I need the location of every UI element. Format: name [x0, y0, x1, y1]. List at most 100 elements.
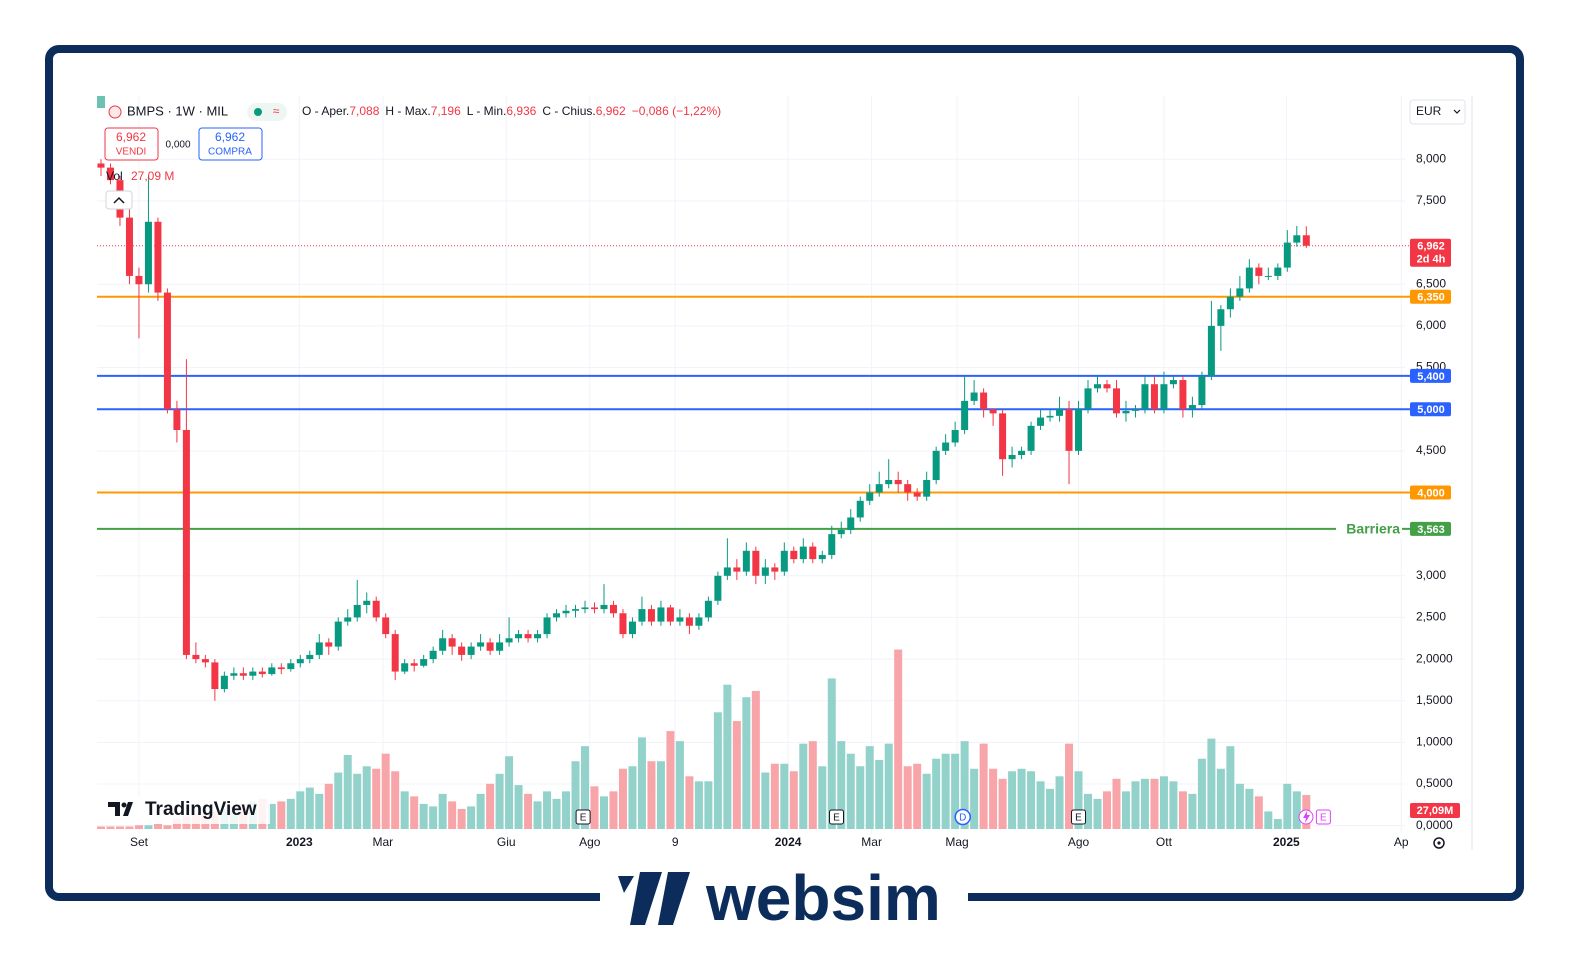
- volume-bar: [581, 746, 590, 829]
- candle-body: [1302, 235, 1310, 246]
- event-marker: [829, 809, 845, 825]
- volume-bar: [343, 754, 352, 829]
- symbol: BMPS · 1W · MIL: [127, 103, 228, 118]
- candle-body: [904, 484, 912, 493]
- candle-body: [619, 613, 627, 635]
- candle-body: [647, 609, 655, 622]
- status-icon: ≈: [273, 104, 280, 118]
- volume-bar: [998, 778, 1007, 829]
- x-tick-label: Mar: [861, 835, 882, 849]
- volume-bar: [932, 758, 941, 829]
- candle-body: [401, 663, 409, 672]
- x-tick-label: 9: [672, 835, 679, 849]
- legend-key: H - Max.: [385, 104, 430, 118]
- y-tick-label: 8,000: [1416, 151, 1446, 165]
- volume-bar: [381, 753, 390, 829]
- candle-body: [828, 534, 836, 555]
- candle-body: [562, 610, 570, 614]
- volume-bar: [884, 743, 893, 829]
- volume-bar: [704, 781, 713, 829]
- candle-body: [515, 634, 523, 639]
- candle-body: [780, 550, 788, 572]
- volume-bar: [694, 781, 703, 829]
- volume-bar: [571, 761, 580, 829]
- y-tick-label: 3,000: [1416, 568, 1446, 582]
- candle-body: [1094, 384, 1102, 389]
- currency-select[interactable]: [1409, 99, 1466, 125]
- candle-body: [220, 675, 228, 690]
- volume-bar: [353, 773, 362, 829]
- volume-bar: [951, 753, 960, 829]
- volume-bar: [1008, 771, 1017, 829]
- candle-body: [752, 550, 760, 576]
- x-tick-label: Ap: [1394, 835, 1409, 849]
- status-chip[interactable]: [247, 103, 287, 121]
- candle-body: [239, 673, 247, 676]
- volume-bar: [732, 721, 741, 829]
- collapse-button[interactable]: [105, 190, 133, 210]
- level-label: 5,400: [1417, 371, 1445, 383]
- volume-bar: [647, 761, 656, 829]
- candle-body: [258, 671, 266, 675]
- level-tag: [1410, 402, 1451, 417]
- candle-body: [1198, 375, 1206, 406]
- event-label: E: [580, 813, 587, 824]
- sell-button[interactable]: [104, 127, 159, 161]
- volume-bar: [1046, 788, 1055, 829]
- candle-body: [809, 546, 817, 560]
- volume-bar: [1235, 783, 1244, 829]
- footer-bg: [600, 870, 968, 940]
- candle-body: [1065, 409, 1073, 451]
- volume-bar: [903, 766, 912, 829]
- candle-body: [192, 654, 200, 660]
- candle-body: [818, 554, 826, 560]
- volume-bar: [894, 649, 903, 829]
- candle-body: [1037, 417, 1045, 426]
- candle-body: [496, 642, 504, 651]
- candle-body: [572, 609, 580, 611]
- candle-body: [458, 646, 466, 655]
- buy-button[interactable]: [198, 127, 263, 161]
- candle-body: [723, 567, 731, 576]
- event-marker: [954, 808, 971, 826]
- candle-body: [790, 550, 798, 560]
- volume-value: 27,09 M: [131, 169, 174, 183]
- candle-body: [372, 600, 380, 618]
- x-tick-label: Set: [130, 835, 149, 849]
- level-label: 4,000: [1417, 487, 1445, 499]
- candles: [97, 159, 1310, 701]
- candle-body: [410, 663, 418, 666]
- volume-bar: [789, 771, 798, 829]
- candle-body: [173, 409, 181, 431]
- volume-bar: [410, 796, 419, 829]
- candle-body: [742, 550, 750, 572]
- volume-bar: [334, 772, 343, 829]
- volume-bar: [599, 796, 608, 829]
- event-marker: [1071, 809, 1087, 825]
- candle-body: [391, 634, 399, 672]
- candle-body: [1027, 425, 1035, 451]
- settings-icon[interactable]: [1433, 837, 1445, 849]
- x-tick-label: 2024: [775, 835, 802, 849]
- candle-body: [268, 667, 276, 675]
- sell-label: VENDI: [116, 147, 147, 158]
- volume-bar: [1017, 768, 1026, 829]
- volume-bar: [618, 768, 627, 829]
- volume-bar: [362, 766, 371, 829]
- volume-bar: [846, 753, 855, 829]
- volume-bar: [324, 783, 333, 829]
- y-tick-label: 6,500: [1416, 276, 1446, 290]
- event-label: E: [1075, 813, 1082, 824]
- volume-bar: [467, 806, 476, 829]
- y-tick-label: 1,0000: [1416, 735, 1453, 749]
- candle-body: [1169, 380, 1177, 385]
- volume-bar: [429, 806, 438, 829]
- candle-body: [1131, 409, 1139, 411]
- volume-bar: [153, 823, 162, 829]
- volume-bar: [590, 786, 599, 829]
- x-tick-label: Ago: [579, 835, 601, 849]
- volume-bar: [457, 808, 466, 829]
- level-tag: [1410, 368, 1451, 383]
- volume-bar: [1197, 758, 1206, 829]
- news-bolt: [1303, 811, 1310, 823]
